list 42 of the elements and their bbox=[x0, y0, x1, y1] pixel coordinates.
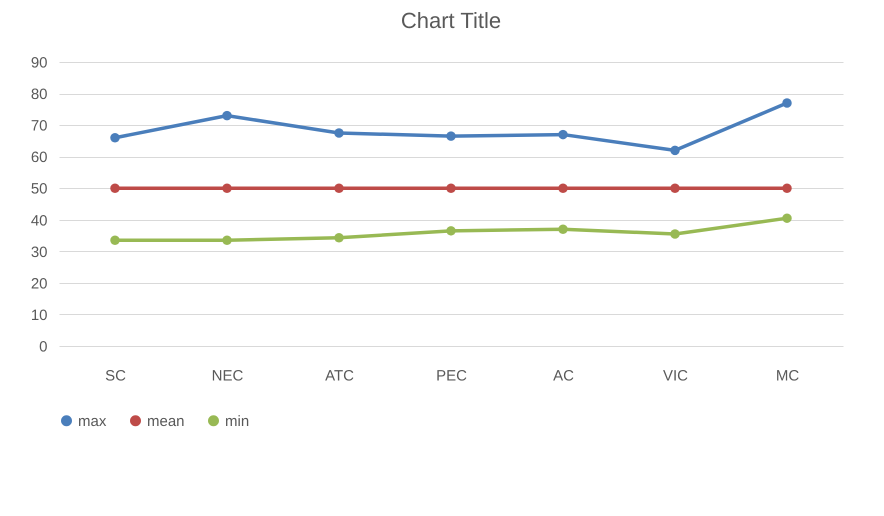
y-tick-label: 90 bbox=[30, 54, 48, 72]
point bbox=[558, 224, 568, 234]
y-tick-label: 80 bbox=[30, 86, 48, 104]
chart-title: Chart Title bbox=[400, 8, 502, 33]
point bbox=[558, 130, 568, 140]
y-tick-label: 50 bbox=[30, 180, 48, 198]
point bbox=[670, 183, 680, 193]
legend-label: max bbox=[78, 412, 107, 430]
point bbox=[446, 183, 456, 193]
x-tick-label: SC bbox=[105, 368, 126, 384]
y-tick-label: 60 bbox=[30, 149, 48, 166]
point bbox=[222, 236, 232, 246]
point bbox=[334, 128, 344, 138]
y-tick-label: 10 bbox=[30, 306, 48, 324]
point bbox=[446, 131, 456, 141]
point bbox=[222, 110, 232, 120]
y-tick-label: 40 bbox=[30, 212, 48, 230]
x-tick-label: MC bbox=[776, 368, 800, 384]
point bbox=[110, 183, 120, 193]
x-tick-label: VIC bbox=[662, 368, 688, 384]
x-tick-label: ATC bbox=[325, 368, 354, 384]
point bbox=[222, 183, 232, 193]
point bbox=[782, 213, 792, 223]
point bbox=[334, 183, 344, 193]
point bbox=[558, 183, 568, 193]
point bbox=[782, 98, 792, 108]
x-tick-label: PEC bbox=[436, 368, 468, 384]
point bbox=[110, 236, 120, 246]
point bbox=[110, 133, 120, 142]
legend-label: min bbox=[225, 412, 250, 430]
y-tick-label: 20 bbox=[30, 275, 48, 292]
point bbox=[670, 146, 680, 156]
x-tick-label: AC bbox=[553, 368, 574, 384]
y-tick-label: 0 bbox=[39, 338, 48, 356]
point bbox=[446, 226, 456, 236]
y-tick-label: 70 bbox=[30, 118, 48, 135]
y-tick-label: 30 bbox=[30, 244, 48, 261]
legend-label: mean bbox=[147, 412, 185, 430]
point bbox=[670, 229, 680, 239]
point bbox=[782, 183, 792, 193]
x-tick-label: NEC bbox=[212, 368, 244, 384]
point bbox=[334, 233, 344, 242]
